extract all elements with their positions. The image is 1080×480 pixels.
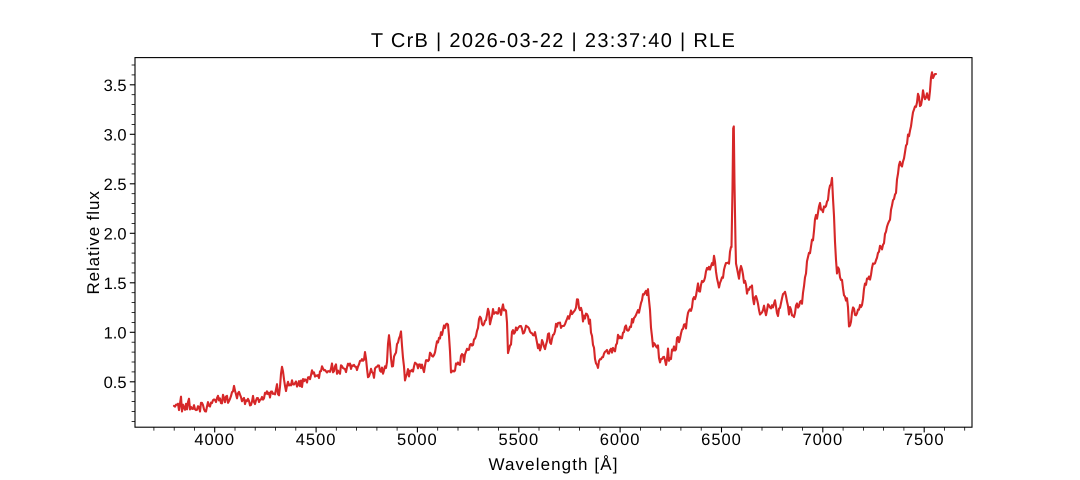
svg-text:7000: 7000 [802,431,843,449]
svg-text:4500: 4500 [296,431,337,449]
svg-text:T CrB | 2026-03-22 | 23:37:40: T CrB | 2026-03-22 | 23:37:40 | RLE [371,30,736,52]
svg-text:1.5: 1.5 [104,275,127,293]
svg-text:0.5: 0.5 [104,374,127,392]
svg-text:3.5: 3.5 [104,77,127,95]
svg-text:2.5: 2.5 [104,176,127,194]
svg-text:1.0: 1.0 [104,324,127,342]
svg-text:Wavelength [Å]: Wavelength [Å] [488,455,618,474]
svg-text:6000: 6000 [600,431,641,449]
svg-text:6500: 6500 [701,431,742,449]
svg-text:3.0: 3.0 [104,126,127,144]
svg-text:4000: 4000 [194,431,235,449]
svg-text:5500: 5500 [498,431,539,449]
svg-text:5000: 5000 [397,431,438,449]
svg-text:Relative flux: Relative flux [84,190,103,294]
svg-text:2.0: 2.0 [104,225,127,243]
svg-text:7500: 7500 [904,431,945,449]
